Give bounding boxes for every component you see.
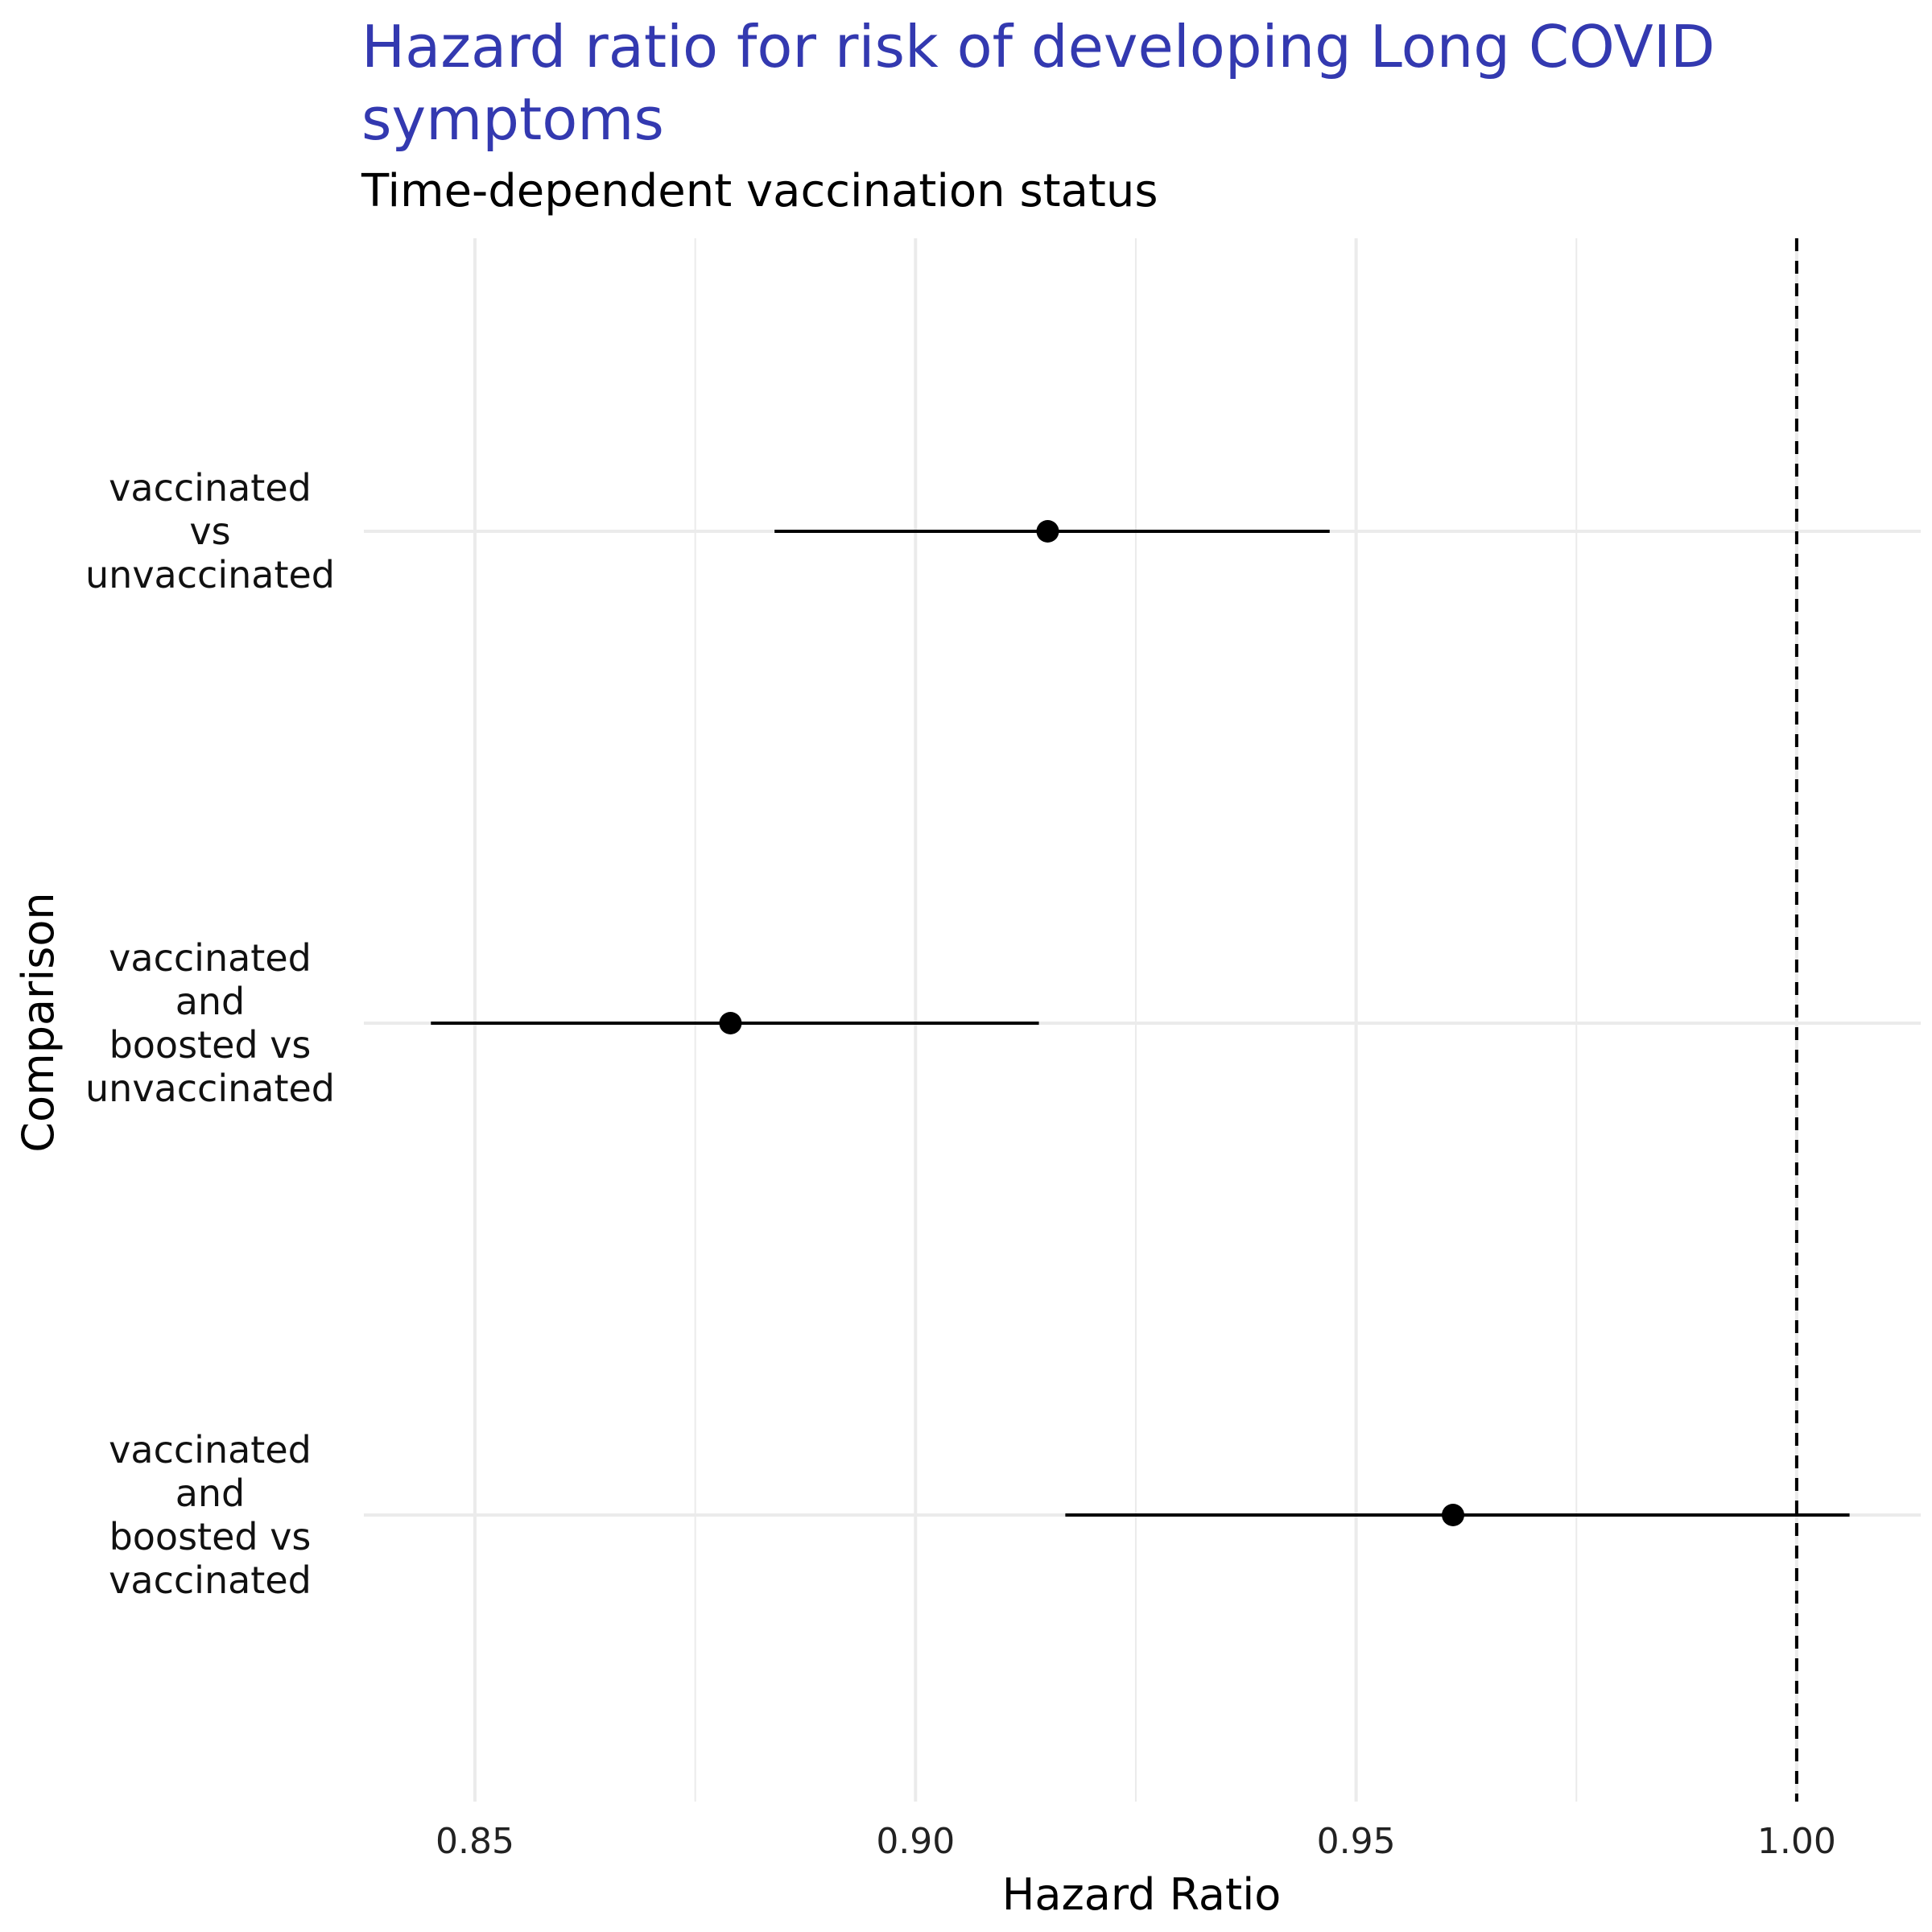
- y-category-label-0-line-0: vaccinated: [109, 466, 312, 510]
- y-category-label-1-line-0: vaccinated: [109, 936, 312, 980]
- label-layer: 0.85 0.90 0.95 1.00vaccinatedvsunvaccinated…: [85, 466, 1836, 1862]
- estimate-point-2: [1442, 1504, 1465, 1526]
- x-axis-label: Hazard Ratio: [1002, 1869, 1281, 1920]
- y-category-label-1-line-1: and: [175, 980, 246, 1023]
- y-category-label-2-line-3: vaccinated: [109, 1558, 312, 1602]
- grid-layer: [364, 238, 1921, 1802]
- chart-title-line-1: Hazard ratio for risk of developing Long…: [361, 13, 1715, 80]
- y-category-label-2-line-2: boosted vs: [109, 1515, 312, 1558]
- estimate-point-0: [1036, 520, 1059, 543]
- y-category-label-1-line-3: unvaccinated: [85, 1067, 335, 1110]
- y-category-label-1-line-2: boosted vs: [109, 1023, 312, 1067]
- mark-layer: [431, 520, 1850, 1526]
- y-category-label-0-line-1: vs: [189, 510, 230, 553]
- chart-title-line-2: symptoms: [361, 85, 664, 153]
- x-tick-label-1: 0.90: [876, 1821, 955, 1862]
- chart-subtitle: Time-dependent vaccination status: [361, 165, 1158, 217]
- x-tick-label-3: 1.00: [1757, 1821, 1836, 1862]
- x-tick-label-0: 0.85: [436, 1821, 514, 1862]
- y-category-label-2-line-0: vaccinated: [109, 1428, 312, 1472]
- y-axis-label: Comparison: [13, 892, 64, 1152]
- estimate-point-1: [719, 1012, 742, 1034]
- y-category-label-2-line-1: and: [175, 1472, 246, 1515]
- y-category-label-0-line-2: unvaccinated: [85, 553, 335, 597]
- x-tick-label-2: 0.95: [1317, 1821, 1396, 1862]
